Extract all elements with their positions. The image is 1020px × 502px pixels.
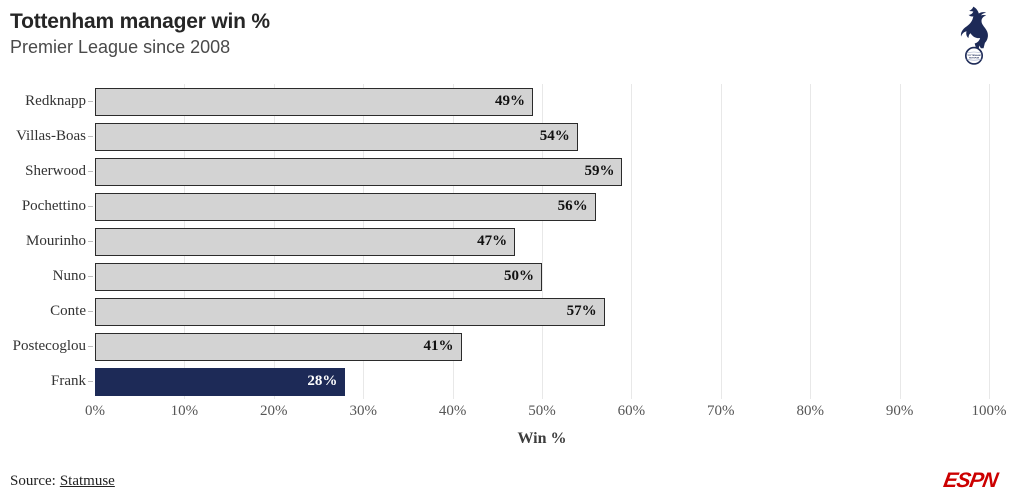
x-axis-tick-label: 10%	[170, 403, 199, 419]
x-axis-title: Win %	[517, 430, 567, 447]
gridline	[542, 84, 543, 399]
x-axis-tick-label: 60%	[617, 403, 646, 419]
plot-cell: 28%	[95, 367, 989, 396]
plot-cell: 57%	[95, 297, 989, 326]
page-subtitle: Premier League since 2008	[10, 37, 231, 57]
category-label: Mourinho	[26, 233, 86, 249]
category-label: Villas-Boas	[16, 128, 86, 144]
gridline	[899, 84, 901, 399]
gridline	[989, 84, 990, 399]
bar: 57%	[95, 297, 605, 326]
category-tick	[88, 101, 93, 102]
crest-text-line2: HOTSPUR	[969, 58, 980, 60]
bar-value-label: 57%	[566, 303, 597, 319]
category-label: Conte	[50, 303, 86, 319]
category-tick	[88, 346, 93, 347]
bar-value-label: 50%	[504, 268, 534, 284]
espn-logo-text: ESPN	[942, 469, 1001, 492]
category-label: Frank	[51, 373, 86, 389]
x-axis-tick-label: 50%	[528, 403, 556, 419]
plot-cell: 41%	[95, 332, 989, 361]
bar-value-label: 59%	[584, 163, 615, 179]
gridline	[631, 84, 633, 399]
x-axis-tick-label: 70%	[707, 403, 735, 419]
bar-value-label: 28%	[307, 373, 338, 389]
bar-value-label: 41%	[423, 338, 454, 354]
tottenham-crest-icon: TOTTENHAM HOTSPUR	[960, 6, 988, 65]
chart-header: Tottenham manager win % Premier League s…	[10, 10, 270, 58]
espn-logo: ESPN	[942, 469, 1001, 492]
gridline	[810, 84, 812, 399]
chart-row: Pochettino 56%	[0, 189, 1020, 224]
bar: 54%	[95, 122, 578, 151]
source-link[interactable]: Statmuse	[59, 473, 115, 489]
cockerel-icon	[960, 6, 988, 49]
category-label: Pochettino	[21, 198, 86, 214]
source-text: Source: Statmuse	[10, 473, 115, 490]
category-label: Nuno	[52, 268, 86, 284]
category-tick	[88, 241, 93, 242]
chart-row: Villas-Boas 54%	[0, 119, 1020, 154]
category-label: Redknapp	[25, 93, 86, 109]
chart-row: Frank 28%	[0, 364, 1020, 399]
plot-cell: 50%	[95, 262, 989, 291]
plot-cell: 59%	[95, 157, 989, 186]
bar: 59%	[95, 157, 623, 186]
crest-text-line1: TOTTENHAM	[967, 54, 980, 57]
bar-chart: Redknapp 49% Villas-Boas 54% Sherwood 59% Poch…	[0, 84, 1020, 464]
chart-row: Conte 57%	[0, 294, 1020, 329]
bar-value-label: 54%	[539, 128, 570, 144]
category-label: Postecoglou	[12, 338, 86, 354]
category-tick	[88, 276, 93, 277]
page-title: Tottenham manager win %	[10, 10, 270, 33]
x-axis-tick-label: 30%	[349, 403, 377, 419]
bar: 49%	[95, 87, 534, 116]
plot-cell: 49%	[95, 87, 989, 116]
chart-row: Mourinho 47%	[0, 224, 1020, 259]
x-axis-tick-label: 80%	[796, 403, 824, 419]
gridline	[720, 84, 722, 399]
category-tick	[88, 206, 93, 207]
plot-cell: 54%	[95, 122, 989, 151]
plot-cell: 47%	[95, 227, 989, 256]
chart-rows: Redknapp 49% Villas-Boas 54% Sherwood 59% Poch…	[0, 84, 1020, 399]
bar-value-label: 49%	[495, 93, 526, 109]
bar: 41%	[95, 332, 462, 361]
category-tick	[88, 171, 93, 172]
x-axis-tick-label: 20%	[260, 403, 288, 419]
bar: 47%	[95, 227, 516, 256]
chart-row: Sherwood 59%	[0, 154, 1020, 189]
chart-row: Postecoglou 41%	[0, 329, 1020, 364]
x-axis-tick-label: 90%	[885, 403, 914, 419]
category-tick	[88, 311, 93, 312]
bar-value-label: 56%	[557, 198, 588, 214]
category-tick	[88, 136, 93, 137]
category-tick	[88, 381, 93, 382]
chart-row: Redknapp 49%	[0, 84, 1020, 119]
bar-value-label: 47%	[477, 233, 508, 249]
footer: Source: Statmuse ESPN	[0, 468, 1020, 494]
chart-row: Nuno 50%	[0, 259, 1020, 294]
source-prefix: Source:	[10, 473, 56, 489]
bar: 28%	[95, 367, 346, 396]
category-label: Sherwood	[25, 163, 86, 179]
x-axis-ticks: 0% 10% 20% 30% 40% 50% 60% 70% 80% 90% 100%	[85, 403, 1007, 423]
x-axis-tick-label: 0%	[85, 403, 105, 419]
plot-cell: 56%	[95, 192, 989, 221]
x-axis-tick-label: 100%	[971, 403, 1007, 419]
x-axis-tick-label: 40%	[438, 403, 467, 419]
bar: 56%	[95, 192, 596, 221]
bar: 50%	[95, 262, 542, 291]
